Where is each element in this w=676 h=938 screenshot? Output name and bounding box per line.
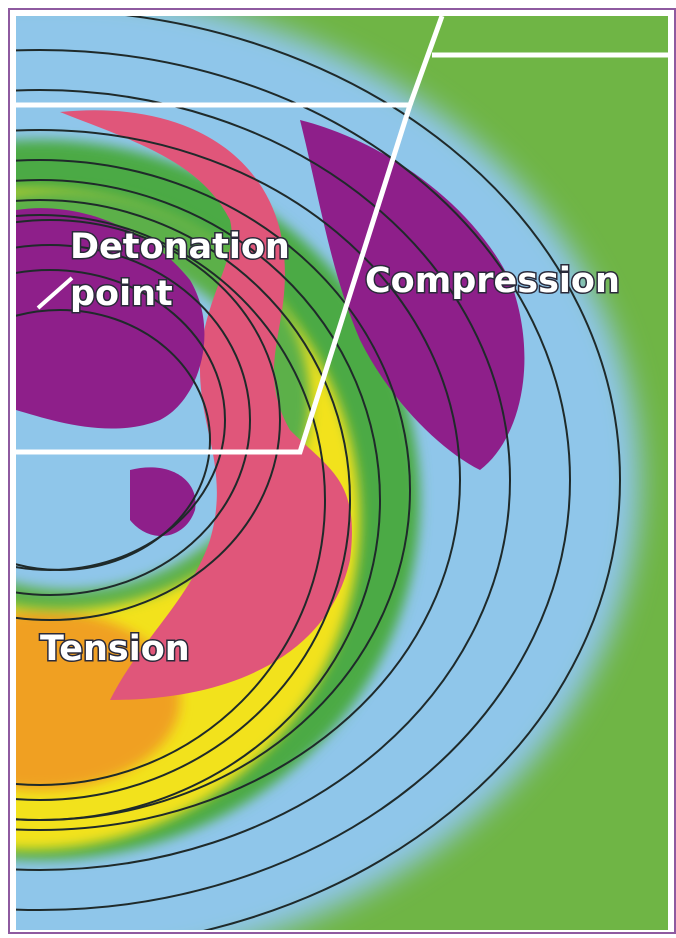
- tension-zone: [60, 110, 352, 701]
- label: Compression: [365, 261, 620, 301]
- label: point: [70, 274, 173, 314]
- label: Tension: [40, 629, 190, 669]
- section-lines: [16, 16, 668, 455]
- compression-zone: [300, 120, 525, 470]
- label: Detonation: [70, 227, 290, 267]
- contour-lines: [16, 16, 621, 930]
